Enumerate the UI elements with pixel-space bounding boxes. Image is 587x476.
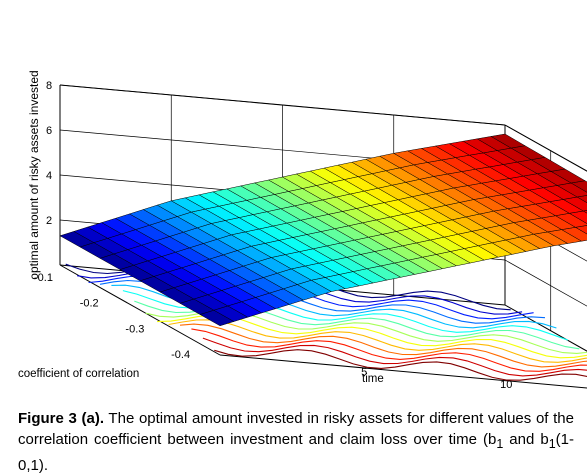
y-axis-label: coefficient of correlation (18, 368, 139, 380)
z-tick-label: 6 (46, 125, 52, 137)
figure-caption: Figure 3 (a). The optimal amount investe… (18, 408, 574, 476)
correlation-tick-label: -0.4 (171, 349, 190, 361)
z-tick-label: 2 (46, 215, 52, 227)
contour-line (180, 324, 587, 367)
correlation-tick-label: -0.2 (80, 298, 99, 310)
surface-mesh (60, 134, 587, 326)
time-tick-label: 10 (500, 379, 512, 391)
z-axis-label: optimal amount of risky assets invested (27, 70, 41, 279)
caption-mid: and b (503, 431, 548, 448)
z-tick-label: 4 (46, 170, 52, 182)
correlation-tick-label: -0.3 (125, 323, 144, 335)
caption-sub-2: 1 (549, 437, 556, 451)
caption-label: Figure 3 (a). (18, 410, 104, 427)
grid-line (505, 260, 587, 350)
x-axis-label: time (362, 373, 384, 385)
contour-line (203, 338, 587, 387)
z-tick-label: 8 (46, 80, 52, 92)
